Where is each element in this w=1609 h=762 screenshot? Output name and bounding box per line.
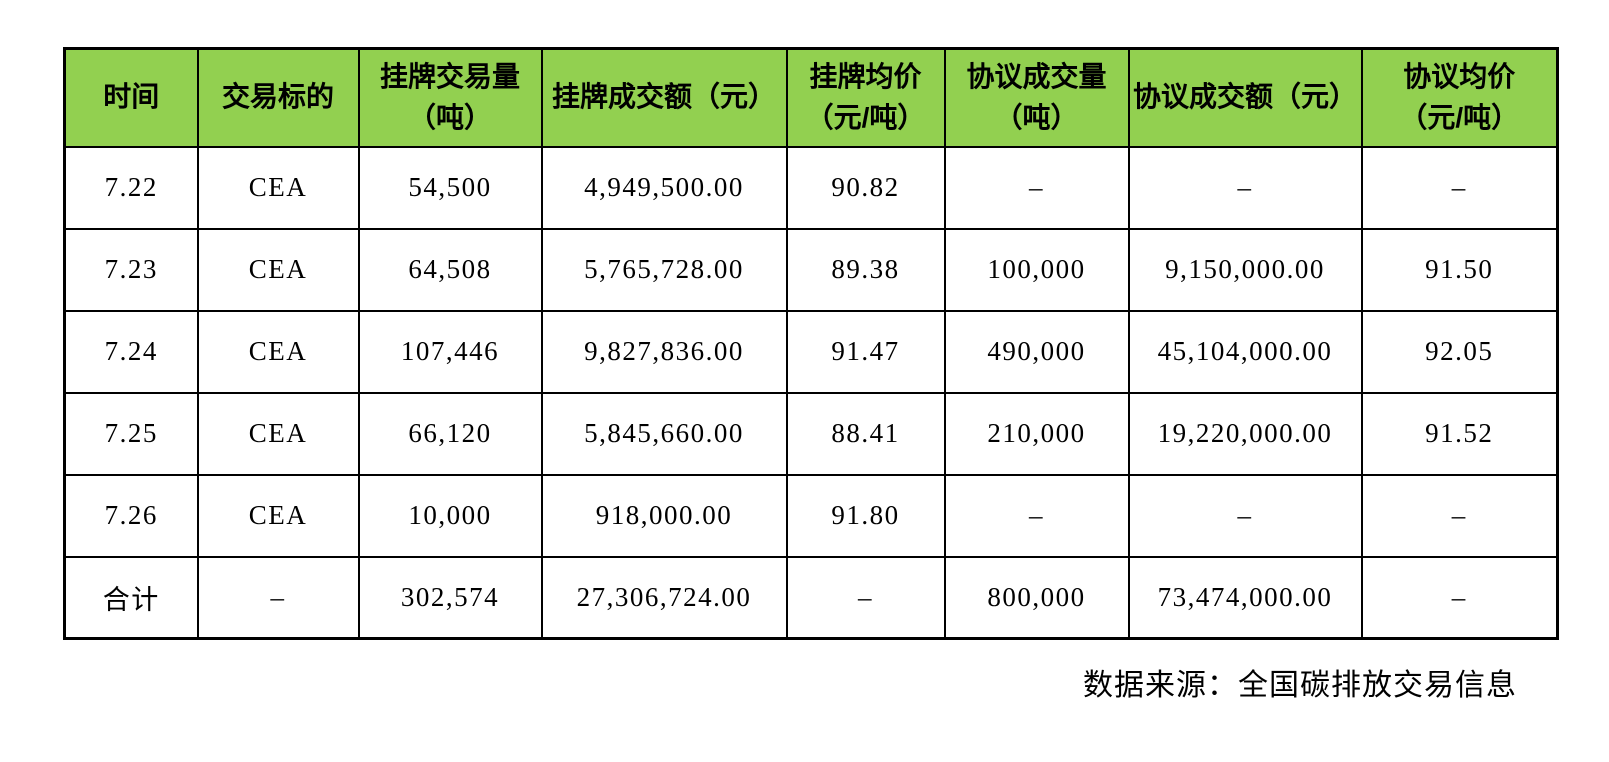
- column-header-agreement-avg-price: 协议均价 （元/吨）: [1360, 47, 1559, 148]
- header-row: 时间 交易标的 挂牌交易量 （吨） 挂牌成交额（元） 挂牌均价 （元/吨） 协议成交量 （吨）协…: [63, 47, 1559, 148]
- cell-trading-target: CEA: [196, 391, 360, 476]
- carbon-trading-table: 时间 交易标的 挂牌交易量 （吨） 挂牌成交额（元） 挂牌均价 （元/吨） 协议成交量 （吨）协…: [63, 47, 1559, 640]
- cell-listed-turnover: 5,765,728.00: [540, 227, 788, 312]
- column-header-trading-target: 交易标的: [196, 47, 360, 148]
- data-source-note: 数据来源：全国碳排放交易信息: [1083, 669, 1517, 702]
- cell-trading-target: CEA: [196, 473, 360, 558]
- cell-agreement-avg-price: –: [1360, 555, 1559, 640]
- table-row-合计: 合计 –302,574 27,306,724.00–800,000 73,474,00…: [63, 555, 1559, 640]
- cell-trading-target: CEA: [196, 145, 360, 230]
- cell-agreement-volume: 210,000: [943, 391, 1130, 476]
- cell-agreement-volume: 800,000: [943, 555, 1130, 640]
- cell-agreement-volume: 100,000: [943, 227, 1130, 312]
- cell-listed-turnover: 918,000.00: [540, 473, 788, 558]
- column-header-agreement-volume: 协议成交量 （吨）: [943, 47, 1130, 148]
- cell-agreement-avg-price: –: [1360, 145, 1559, 230]
- column-header-listed-turnover: 挂牌成交额（元）: [540, 47, 788, 148]
- table-row-7.23: 7.23 CEA 64,508 5,765,728.00 89.38 100,000 9,1…: [63, 227, 1559, 312]
- cell-listed-avg-price: 91.47: [785, 309, 946, 394]
- cell-time: 7.25: [63, 391, 199, 476]
- table-row-7.25: 7.25 CEA 66,120 5,845,660.00 88.41 210,000 19,…: [63, 391, 1559, 476]
- cell-listed-turnover: 27,306,724.00: [540, 555, 788, 640]
- cell-listed-turnover: 5,845,660.00: [540, 391, 788, 476]
- cell-agreement-volume: –: [943, 473, 1130, 558]
- cell-listed-turnover: 4,949,500.00: [540, 145, 788, 230]
- cell-agreement-turnover: –: [1127, 473, 1363, 558]
- cell-agreement-avg-price: 91.52: [1360, 391, 1559, 476]
- column-header-listed-volume: 挂牌交易量 （吨）: [357, 47, 543, 148]
- cell-trading-target: CEA: [196, 227, 360, 312]
- table-header: 时间 交易标的 挂牌交易量 （吨） 挂牌成交额（元） 挂牌均价 （元/吨） 协议成交量 （吨）协…: [63, 47, 1559, 148]
- column-header-time: 时间: [63, 47, 199, 148]
- table-row-7.26: 7.26 CEA 10,000 918,000.00 91.80– – –: [63, 473, 1559, 558]
- cell-time: 7.22: [63, 145, 199, 230]
- cell-listed-volume: 54,500: [357, 145, 543, 230]
- cell-listed-avg-price: 91.80: [785, 473, 946, 558]
- table-body: 7.22 CEA 54,500 4,949,500.00 90.82– – –7.23 CEA…: [63, 145, 1559, 640]
- cell-listed-avg-price: 89.38: [785, 227, 946, 312]
- cell-agreement-avg-price: –: [1360, 473, 1559, 558]
- cell-agreement-avg-price: 92.05: [1360, 309, 1559, 394]
- cell-trading-target: –: [196, 555, 360, 640]
- cell-trading-target: CEA: [196, 309, 360, 394]
- cell-agreement-volume: 490,000: [943, 309, 1130, 394]
- cell-agreement-turnover: 9,150,000.00: [1127, 227, 1363, 312]
- cell-listed-avg-price: 90.82: [785, 145, 946, 230]
- cell-listed-avg-price: –: [785, 555, 946, 640]
- cell-listed-volume: 66,120: [357, 391, 543, 476]
- cell-time: 7.26: [63, 473, 199, 558]
- cell-time: 合计: [63, 555, 199, 640]
- cell-agreement-volume: –: [943, 145, 1130, 230]
- cell-listed-volume: 302,574: [357, 555, 543, 640]
- cell-listed-volume: 64,508: [357, 227, 543, 312]
- column-header-listed-avg-price: 挂牌均价 （元/吨）: [785, 47, 946, 148]
- column-header-agreement-turnover: 协议成交额（元）: [1127, 47, 1363, 148]
- cell-agreement-turnover: 73,474,000.00: [1127, 555, 1363, 640]
- cell-agreement-turnover: 45,104,000.00: [1127, 309, 1363, 394]
- table-row-7.22: 7.22 CEA 54,500 4,949,500.00 90.82– – –: [63, 145, 1559, 230]
- cell-listed-avg-price: 88.41: [785, 391, 946, 476]
- cell-time: 7.23: [63, 227, 199, 312]
- cell-agreement-avg-price: 91.50: [1360, 227, 1559, 312]
- cell-agreement-turnover: 19,220,000.00: [1127, 391, 1363, 476]
- table-row-7.24: 7.24 CEA 107,446 9,827,836.00 91.47 490,000 45…: [63, 309, 1559, 394]
- cell-agreement-turnover: –: [1127, 145, 1363, 230]
- cell-listed-turnover: 9,827,836.00: [540, 309, 788, 394]
- cell-time: 7.24: [63, 309, 199, 394]
- cell-listed-volume: 107,446: [357, 309, 543, 394]
- cell-listed-volume: 10,000: [357, 473, 543, 558]
